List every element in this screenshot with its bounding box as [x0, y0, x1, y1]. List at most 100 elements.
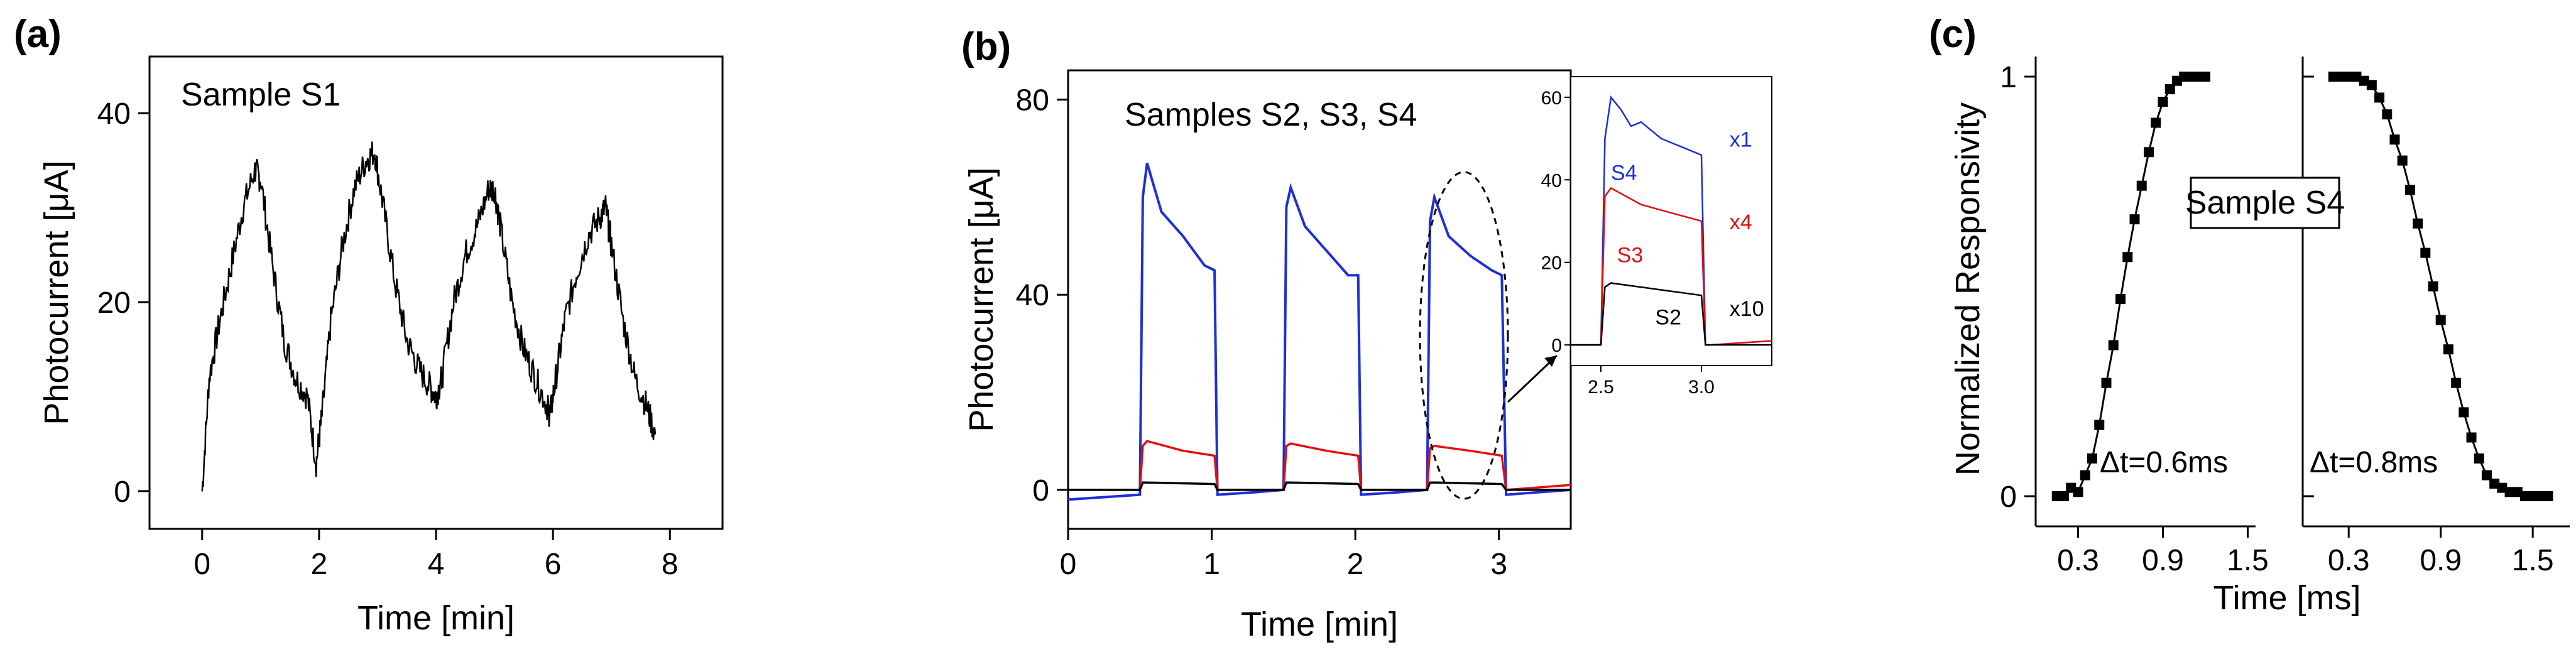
panel-a-letter: (a) — [14, 13, 62, 56]
inset-ytick-label: 0 — [1551, 335, 1562, 356]
a-ytick-label: 0 — [114, 475, 131, 509]
inset-ytick-label: 60 — [1541, 88, 1562, 109]
inset-highlight-ellipse — [1419, 171, 1509, 500]
c-right-point — [2535, 491, 2546, 501]
c-right-point — [2344, 72, 2354, 82]
panel-c-letter: (c) — [1929, 13, 1977, 56]
panel-b-title: Samples S2, S3, S4 — [1125, 97, 1417, 133]
c-left-point — [2101, 377, 2112, 388]
inset-xtick-label: 2.5 — [1588, 377, 1614, 398]
inset-scale-s4: x1 — [1730, 128, 1752, 152]
a-xtick-label: 4 — [428, 548, 445, 581]
c-right-point — [2366, 80, 2377, 90]
panel-b-letter: (b) — [961, 25, 1011, 68]
a-ytick-label: 20 — [97, 286, 131, 320]
panel-b: (b) Samples S2, S3, S4 Time [min] Photoc… — [961, 25, 1772, 643]
panel-a: (a) Sample S1 Time [min] Photocurrent [μ… — [14, 13, 724, 637]
c-right-point — [2474, 453, 2484, 464]
c-left-point — [2059, 491, 2069, 501]
a-xtick-label: 2 — [311, 548, 328, 581]
c-left-point — [2200, 72, 2210, 82]
panel-c-right-annotation: Δt=0.8ms — [2310, 446, 2438, 479]
c-right-point — [2420, 247, 2431, 258]
c-right-point — [2543, 491, 2553, 501]
c-left-point — [2151, 117, 2161, 128]
c-right-point — [2328, 72, 2339, 82]
panel-b-xlabel: Time [min] — [1241, 605, 1398, 643]
b-ytick-label: 40 — [1016, 279, 1049, 312]
c-right-point — [2428, 281, 2438, 291]
c-left-point — [2073, 487, 2083, 497]
inset-ytick-label: 20 — [1541, 253, 1562, 274]
c-right-xtick-label: 0.9 — [2420, 544, 2462, 577]
b-xtick-label: 0 — [1060, 548, 1077, 581]
panel-c: (c) Normalized Responsivity Time [ms] 0 1… — [1929, 13, 2570, 617]
c-right-point — [2504, 487, 2515, 497]
c-right-point — [2374, 92, 2385, 103]
inset-scale-s2: x10 — [1730, 297, 1764, 321]
c-left-point — [2129, 214, 2140, 225]
c-right-point — [2481, 470, 2492, 481]
a-xtick-label: 8 — [662, 548, 679, 581]
b-series-s3 — [1068, 440, 1571, 491]
b-ytick-label: 0 — [1032, 474, 1049, 508]
c-right-point — [2413, 218, 2423, 229]
panel-a-frame — [148, 55, 724, 530]
c-right-point — [2382, 109, 2393, 120]
inset-ytick-label: 40 — [1541, 170, 1562, 191]
inset-arrow-head — [1544, 356, 1557, 367]
c-left-line — [2056, 75, 2205, 497]
c-right-point — [2459, 407, 2469, 418]
c-right-point — [2451, 377, 2462, 388]
panel-c-ylabel: Normalized Responsivity — [1949, 102, 1987, 475]
c-right-point — [2435, 315, 2446, 325]
b-ytick-label: 80 — [1016, 84, 1049, 117]
c-left-point — [2087, 453, 2097, 464]
c-left-point — [2164, 84, 2175, 95]
b-series-s2 — [1068, 481, 1571, 491]
inset-arrow — [1507, 354, 1558, 403]
inset-label-s4: S4 — [1611, 161, 1637, 185]
c-left-xtick-label: 0.3 — [2057, 544, 2099, 577]
inset-scale-s3: x4 — [1730, 210, 1752, 234]
panel-c-xlabel: Time [ms] — [2213, 579, 2361, 617]
c-right-point — [2466, 432, 2477, 443]
c-left-point — [2158, 97, 2168, 107]
c-right-point — [2489, 478, 2500, 489]
c-left-point — [2080, 470, 2090, 481]
panel-c-title: Sample S4 — [2185, 185, 2345, 221]
c-right-point — [2528, 491, 2538, 501]
b-xtick-label: 3 — [1490, 548, 1507, 581]
c-left-point — [2094, 420, 2105, 430]
c-right-point — [2404, 185, 2415, 195]
c-left-xtick-label: 1.5 — [2227, 544, 2269, 577]
b-series-s4 — [1067, 163, 1571, 501]
c-right-point — [2336, 72, 2347, 82]
c-left-xtick-label: 0.9 — [2142, 544, 2184, 577]
c-right-point — [2359, 75, 2369, 86]
inset-xtick-label: 3.0 — [1688, 377, 1715, 398]
panel-a-xlabel: Time [min] — [357, 599, 515, 637]
panel-a-title: Sample S1 — [181, 77, 341, 113]
inset-label-s2: S2 — [1655, 305, 1681, 329]
sample-s4-box — [2190, 176, 2340, 229]
c-left-point — [2136, 180, 2147, 191]
inset-series-s2 — [1571, 282, 1772, 346]
c-right-point — [2397, 155, 2408, 166]
c-right-point — [2351, 72, 2362, 82]
c-right-point — [2519, 491, 2530, 501]
c-ytick-label: 1 — [2000, 61, 2017, 94]
c-right-xtick-label: 1.5 — [2512, 544, 2554, 577]
a-xtick-label: 6 — [545, 548, 562, 581]
a-series-s1 — [201, 141, 657, 492]
c-right-point — [2497, 482, 2508, 493]
c-left-point — [2122, 252, 2133, 263]
panel-a-ylabel: Photocurrent [μA] — [38, 160, 75, 425]
c-ytick-label: 0 — [2000, 481, 2017, 514]
inset-chart: 2.5 3.0 0 20 40 60 S4 x1 S3 x4 S2 x10 — [1541, 76, 1772, 398]
c-left-point — [2108, 340, 2119, 350]
b-xtick-label: 2 — [1347, 548, 1364, 581]
c-left-point — [2144, 147, 2154, 158]
panel-c-left-annotation: Δt=0.6ms — [2100, 446, 2228, 479]
